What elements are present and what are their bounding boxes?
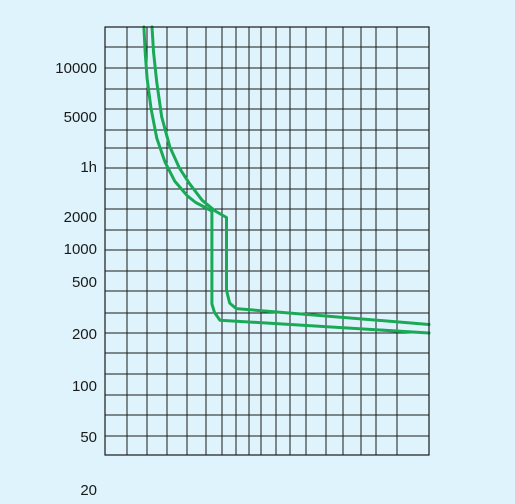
- y-tick-label: 20: [80, 482, 97, 499]
- y-tick-label: 1h: [80, 159, 97, 176]
- y-tick-label: 10000: [55, 60, 97, 77]
- series-line-2: [142, 25, 431, 335]
- y-tick-label: 100: [72, 378, 97, 395]
- y-tick-label: 1000: [64, 241, 97, 258]
- series-line-1: [150, 25, 431, 326]
- y-tick-label: 2000: [64, 209, 97, 226]
- y-tick-label: 5000: [64, 109, 97, 126]
- y-tick-label: 500: [72, 274, 97, 291]
- plot-frame: [104, 26, 430, 456]
- curves: [142, 25, 431, 335]
- y-axis-tick-labels: 10000 5000 1h 2000 1000 500 200 100 50 20: [55, 60, 97, 499]
- y-tick-label: 50: [80, 429, 97, 446]
- grid: [105, 27, 429, 455]
- y-tick-label: 200: [72, 326, 97, 343]
